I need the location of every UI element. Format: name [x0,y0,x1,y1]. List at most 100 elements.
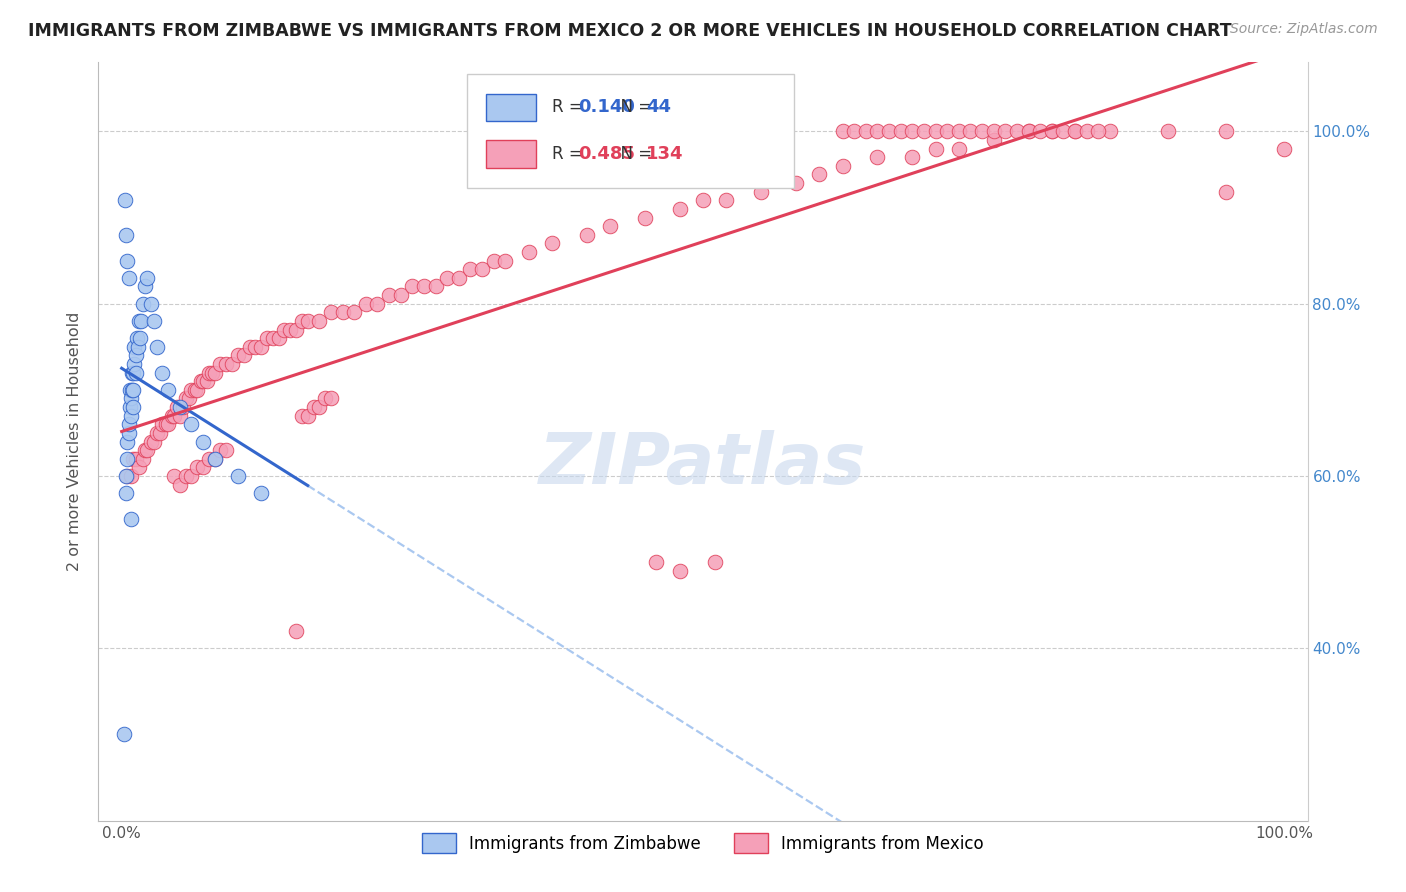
Point [136,270,159,285]
Point [186,383,208,397]
Point [877,124,900,138]
Point [131,296,153,310]
Text: N =: N = [610,98,658,116]
Point [308,314,330,328]
Point [136,443,159,458]
Point [186,460,208,475]
Point [1272,142,1295,156]
Point [120,469,142,483]
Point [278,322,301,336]
Point [204,366,226,380]
Point [1215,124,1237,138]
Point [201,366,224,380]
Point [215,443,238,458]
Point [936,124,959,138]
Point [297,409,319,423]
Point [389,288,412,302]
Point [180,469,202,483]
Point [540,236,562,251]
Point [716,194,738,208]
Point [127,340,149,354]
Y-axis label: 2 or more Vehicles in Household: 2 or more Vehicles in Household [67,312,83,571]
Point [115,469,138,483]
Point [994,124,1017,138]
Point [1064,124,1087,138]
Point [191,434,214,449]
Point [575,227,598,242]
Point [149,425,172,440]
Point [117,253,139,268]
Point [122,366,145,380]
Point [1029,124,1052,138]
Point [401,279,423,293]
Point [1076,124,1098,138]
Point [157,383,180,397]
Point [413,279,436,293]
Point [1018,124,1040,138]
Point [117,451,139,466]
Point [221,357,243,371]
Point [166,400,188,414]
Point [436,270,458,285]
Point [155,417,177,432]
Point [866,124,889,138]
Point [471,262,494,277]
Point [494,253,516,268]
Point [291,409,314,423]
Point [855,124,877,138]
Point [198,366,221,380]
Point [1064,124,1087,138]
Point [118,383,141,397]
Point [645,555,668,569]
Point [163,409,186,423]
Point [174,392,197,406]
Point [122,451,145,466]
Point [204,451,226,466]
Point [198,451,221,466]
Point [128,314,150,328]
Point [118,400,141,414]
Point [912,124,935,138]
Point [302,400,325,414]
Point [169,409,191,423]
Point [314,392,336,406]
Point [239,340,262,354]
Text: ZIPatlas: ZIPatlas [540,430,866,499]
Point [749,185,772,199]
Point [948,124,970,138]
Point [924,124,946,138]
Point [273,322,295,336]
Text: N =: N = [610,145,658,163]
Point [1005,124,1028,138]
FancyBboxPatch shape [486,94,536,121]
Point [125,331,148,345]
Point [319,392,342,406]
Text: R =: R = [553,145,588,163]
Point [115,227,138,242]
Point [267,331,290,345]
Point [250,340,273,354]
Point [970,124,993,138]
Point [118,417,141,432]
Point [117,469,139,483]
Point [139,296,162,310]
Point [285,624,308,639]
Point [124,340,146,354]
Point [291,314,314,328]
Point [256,331,278,345]
Point [703,555,725,569]
Text: 44: 44 [647,98,671,116]
Point [114,194,136,208]
Point [1087,124,1109,138]
Point [1052,124,1074,138]
Point [890,124,912,138]
Point [378,288,401,302]
Point [180,417,202,432]
Point [120,392,142,406]
Text: Source: ZipAtlas.com: Source: ZipAtlas.com [1230,22,1378,37]
Point [983,124,1005,138]
Point [844,124,866,138]
Point [308,400,330,414]
Point [124,366,146,380]
Point [948,142,970,156]
